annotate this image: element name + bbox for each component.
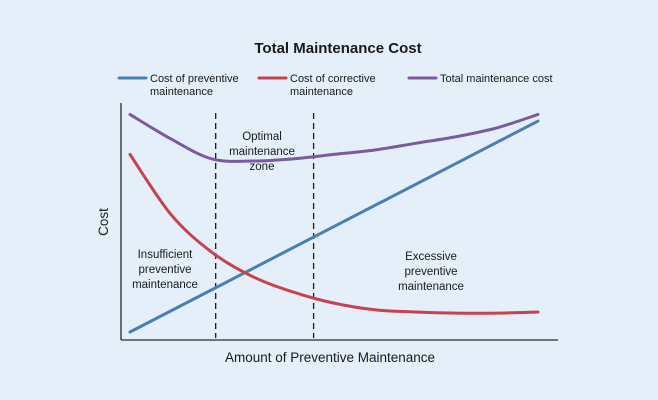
chart-title: Total Maintenance Cost <box>254 40 421 57</box>
zone-boundaries <box>215 113 315 338</box>
legend: Cost of preventive maintenance Cost of cor… <box>117 73 553 98</box>
annotation-insufficient: Insufficient preventive maintenance <box>132 249 198 291</box>
series-line-total-maintenance-cost <box>128 112 540 163</box>
x-axis-label: Amount of Preventive Maintenance <box>225 350 435 365</box>
y-axis-label: Cost <box>96 208 111 236</box>
legend-label-total-maintenance-cost: Total maintenance cost <box>440 73 553 85</box>
annotation-excessive: Excessive preventive maintenance <box>398 251 464 293</box>
series-lines <box>128 112 540 334</box>
legend-label-cost-of-preventive-maintenance: Cost of preventive maintenance <box>150 73 239 98</box>
series-line-cost-of-corrective-maintenance <box>128 152 540 315</box>
legend-label-cost-of-corrective-maintenance: Cost of corrective maintenance <box>290 73 376 98</box>
zone-labels: Insufficient preventive maintenance Optimal… <box>132 131 464 293</box>
annotation-optimal: Optimal maintenance zone <box>229 131 295 173</box>
series-line-cost-of-preventive-maintenance <box>128 119 540 334</box>
